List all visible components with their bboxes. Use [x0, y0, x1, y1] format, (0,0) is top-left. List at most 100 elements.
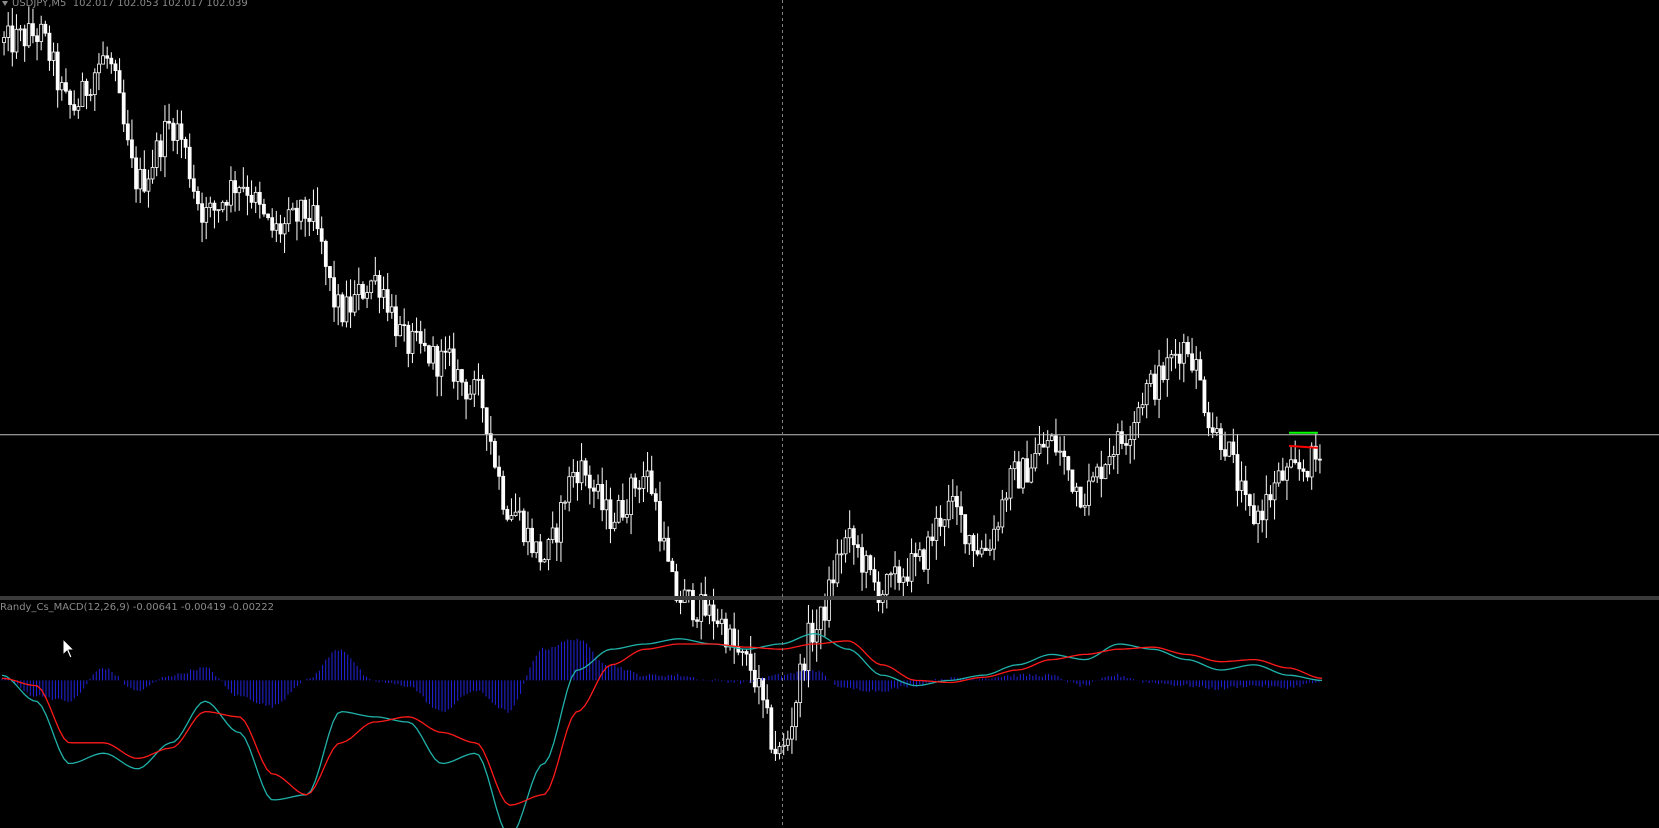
candle-body [150, 167, 155, 180]
candle-body [6, 25, 11, 38]
candle-body [328, 266, 332, 279]
candle-body [546, 539, 551, 561]
candle-body [938, 517, 943, 527]
indicator-title: Randy_Cs_MACD(12,26,9) -0.00641 -0.00419… [0, 602, 275, 613]
candle-body [1301, 468, 1306, 472]
stop-loss-marker[interactable] [1288, 444, 1318, 449]
triangle-down-icon[interactable] [2, 0, 8, 6]
candle-body [1140, 404, 1145, 409]
candle-body [1210, 427, 1215, 433]
candle-body [31, 23, 35, 37]
candle-body [559, 502, 563, 543]
candle-body [719, 618, 724, 625]
candle-body [674, 571, 679, 601]
candle-body [530, 527, 534, 554]
candle-body [1124, 443, 1128, 446]
candle-body [691, 590, 695, 621]
candle-body [703, 594, 708, 616]
candle-body [381, 289, 386, 298]
candle-body [1004, 497, 1009, 501]
candle-body [946, 500, 951, 521]
candle-body [101, 55, 105, 65]
candle-body [241, 186, 246, 189]
candle-body [1260, 510, 1265, 521]
candle-body [765, 699, 770, 709]
candle-body [332, 277, 336, 308]
candle-body [1305, 470, 1310, 478]
candle-body [158, 140, 163, 158]
candle-body [963, 514, 968, 545]
candle-body [1289, 459, 1293, 468]
candle-body [64, 82, 68, 92]
candle-body [773, 748, 778, 755]
candle-body [1074, 486, 1079, 492]
macd-panel[interactable] [1, 632, 1323, 828]
candle-body [303, 199, 308, 219]
candle-body [868, 555, 873, 571]
candle-body [1198, 359, 1203, 381]
candle-body [707, 604, 712, 616]
candle-body [662, 537, 666, 542]
candle-body [451, 348, 456, 382]
candle-body [97, 63, 101, 74]
candle-body [1041, 443, 1046, 448]
candle-body [1153, 373, 1157, 400]
candle-body [856, 544, 860, 548]
candle-body [1062, 450, 1067, 457]
candle-body [439, 350, 444, 377]
candle-body [196, 190, 200, 205]
candle-body [76, 106, 81, 111]
candle-body [134, 157, 138, 190]
candle-body [1033, 452, 1038, 469]
candle-body [699, 594, 704, 622]
candle-body [955, 495, 959, 508]
candle-body [369, 280, 374, 294]
candle-body [1012, 461, 1017, 470]
candle-body [348, 296, 353, 313]
candle-body [790, 726, 794, 740]
candle-body [1280, 470, 1285, 481]
candle-body [744, 651, 749, 655]
candle-body [839, 553, 844, 556]
candle-body [1318, 458, 1322, 461]
candle-body [554, 527, 559, 543]
candle-body [851, 528, 856, 546]
candle-body [592, 487, 596, 492]
candle-body [1000, 499, 1005, 528]
macd-line[interactable] [1, 632, 1323, 828]
candle-body [117, 70, 122, 94]
candle-body [1219, 428, 1223, 451]
signal-line[interactable] [1, 640, 1323, 806]
candle-body [823, 606, 827, 621]
candle-body [538, 541, 543, 563]
candle-body [319, 228, 324, 242]
candle-body [847, 528, 852, 539]
candle-body [468, 393, 473, 400]
candle-body [183, 138, 188, 148]
candle-body [1256, 510, 1260, 525]
candle-body [1070, 469, 1075, 492]
candle-body [493, 440, 497, 468]
candle-body [385, 289, 390, 313]
candle-body [711, 604, 716, 622]
candle-body [678, 599, 683, 603]
candle-body [249, 194, 254, 203]
candle-body [975, 550, 980, 555]
candle-body [472, 379, 477, 395]
candle-body [1025, 458, 1029, 483]
candle-body [777, 746, 782, 755]
chart-title: USDJPY,M5 102.017 102.053 102.017 102.03… [2, 0, 248, 9]
candle-body [262, 203, 266, 215]
price-panel[interactable] [0, 6, 1659, 761]
candle-body [959, 506, 963, 515]
candle-body [59, 82, 64, 91]
candle-body [913, 553, 918, 557]
candle-body [645, 470, 650, 478]
candle-body [814, 629, 819, 643]
candle-body [752, 669, 757, 688]
candle-body [501, 475, 506, 510]
candle-body [167, 120, 171, 124]
candle-body [187, 146, 192, 180]
candle-body [1103, 464, 1108, 480]
